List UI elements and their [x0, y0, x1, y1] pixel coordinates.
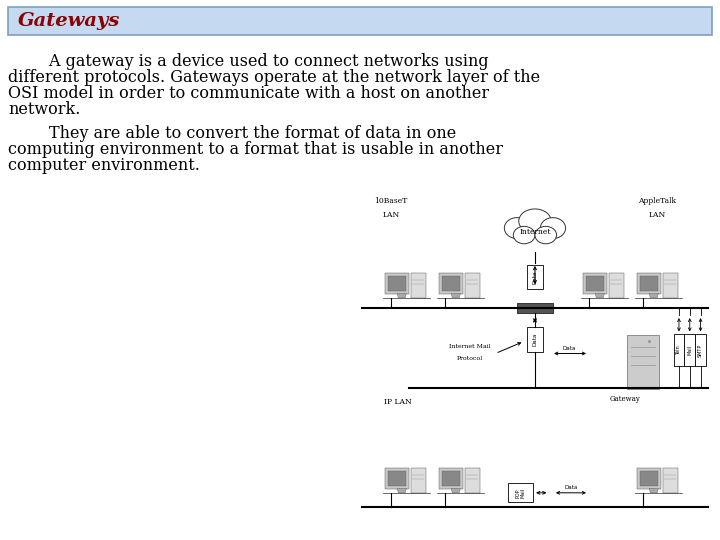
FancyBboxPatch shape — [439, 273, 463, 294]
FancyBboxPatch shape — [442, 471, 461, 486]
Ellipse shape — [535, 226, 557, 244]
Text: Gateway: Gateway — [610, 395, 640, 403]
Text: OSI model in order to communicate with a host on another: OSI model in order to communicate with a… — [8, 85, 489, 102]
FancyBboxPatch shape — [527, 327, 543, 352]
FancyBboxPatch shape — [387, 276, 406, 291]
FancyBboxPatch shape — [662, 273, 678, 298]
FancyBboxPatch shape — [684, 334, 696, 366]
FancyBboxPatch shape — [609, 273, 624, 298]
Text: LAN: LAN — [382, 211, 400, 219]
FancyBboxPatch shape — [439, 468, 463, 489]
Polygon shape — [595, 293, 605, 298]
Text: Data: Data — [564, 485, 577, 490]
Text: Gateways: Gateways — [18, 12, 120, 30]
Text: Data: Data — [533, 333, 537, 346]
FancyBboxPatch shape — [410, 273, 426, 298]
FancyBboxPatch shape — [442, 276, 461, 291]
FancyBboxPatch shape — [410, 468, 426, 493]
FancyBboxPatch shape — [637, 273, 661, 294]
Text: SMTP: SMTP — [698, 343, 703, 356]
FancyBboxPatch shape — [465, 468, 480, 493]
Text: 10BaseT: 10BaseT — [374, 197, 408, 205]
Polygon shape — [649, 293, 659, 298]
FancyBboxPatch shape — [517, 303, 553, 313]
Ellipse shape — [540, 218, 566, 239]
Text: Mail: Mail — [688, 345, 692, 355]
FancyBboxPatch shape — [508, 483, 533, 502]
Text: Internet: Internet — [519, 227, 551, 235]
Text: computer environment.: computer environment. — [8, 157, 200, 174]
Polygon shape — [397, 293, 406, 298]
Text: Teln: Teln — [677, 345, 681, 355]
Text: AppleTalk: AppleTalk — [639, 197, 676, 205]
Ellipse shape — [504, 218, 530, 239]
FancyBboxPatch shape — [640, 276, 659, 291]
FancyBboxPatch shape — [8, 7, 712, 35]
Text: Data: Data — [562, 346, 576, 351]
Polygon shape — [397, 488, 406, 493]
FancyBboxPatch shape — [385, 273, 409, 294]
FancyBboxPatch shape — [662, 468, 678, 493]
Polygon shape — [649, 488, 659, 493]
FancyBboxPatch shape — [385, 468, 409, 489]
FancyBboxPatch shape — [637, 468, 661, 489]
Text: Data: Data — [533, 270, 537, 284]
FancyBboxPatch shape — [387, 471, 406, 486]
FancyBboxPatch shape — [674, 334, 684, 366]
Text: A gateway is a device used to connect networks using: A gateway is a device used to connect ne… — [8, 53, 489, 70]
Text: computing environment to a format that is usable in another: computing environment to a format that i… — [8, 141, 503, 158]
FancyBboxPatch shape — [527, 265, 543, 289]
Text: IP LAN: IP LAN — [384, 398, 412, 406]
FancyBboxPatch shape — [465, 273, 480, 298]
Text: They are able to convert the format of data in one: They are able to convert the format of d… — [8, 125, 456, 142]
Text: POP
Mail: POP Mail — [516, 488, 526, 498]
Text: Protocol: Protocol — [457, 356, 483, 361]
FancyBboxPatch shape — [586, 276, 605, 291]
Ellipse shape — [513, 226, 535, 244]
Text: LAN: LAN — [649, 211, 666, 219]
FancyBboxPatch shape — [696, 334, 706, 366]
Polygon shape — [451, 488, 461, 493]
Polygon shape — [451, 293, 461, 298]
Ellipse shape — [518, 209, 552, 233]
Text: network.: network. — [8, 101, 81, 118]
FancyBboxPatch shape — [640, 471, 659, 486]
FancyBboxPatch shape — [583, 273, 607, 294]
Text: different protocols. Gateways operate at the network layer of the: different protocols. Gateways operate at… — [8, 69, 540, 86]
Text: Internet Mail: Internet Mail — [449, 344, 491, 349]
FancyBboxPatch shape — [627, 335, 659, 389]
